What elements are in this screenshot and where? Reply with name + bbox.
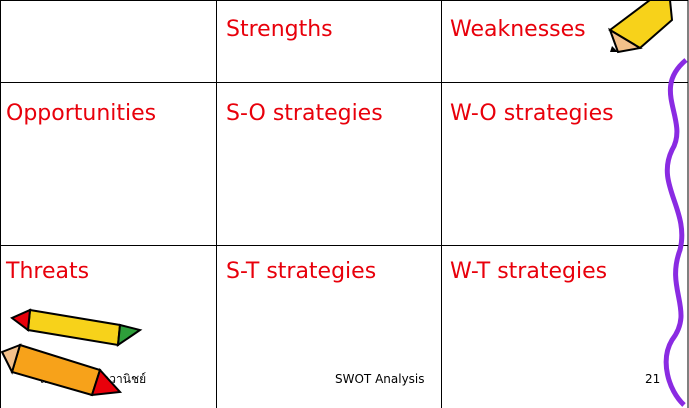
table-cell: S-O strategies <box>226 101 383 126</box>
column-header: Strengths <box>226 17 333 42</box>
row-header: Threats <box>5 259 89 284</box>
pencil-icon <box>0 308 143 397</box>
row-header: Opportunities <box>6 101 156 126</box>
decoration-line <box>663 58 688 407</box>
pencil-icon <box>608 0 674 54</box>
table-cell: W-O strategies <box>450 101 614 126</box>
footer-title: SWOT Analysis <box>335 372 425 386</box>
column-header: Weaknesses <box>450 17 586 42</box>
table-cell: S-T strategies <box>226 259 376 284</box>
table-cell: W-T strategies <box>450 259 607 284</box>
page-number: 21 <box>645 372 660 386</box>
